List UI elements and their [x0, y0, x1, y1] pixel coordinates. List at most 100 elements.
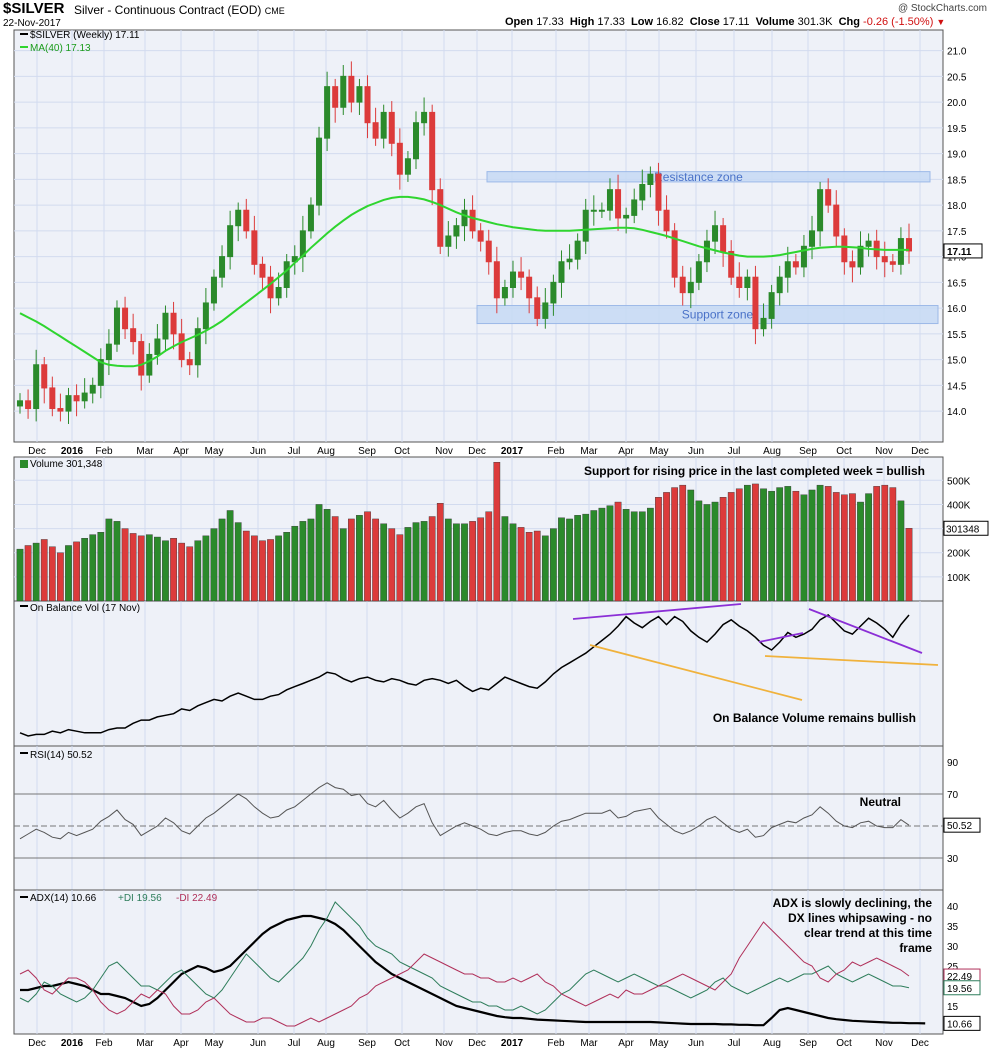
legend-plus-di: +DI 19.56 [118, 893, 162, 904]
volume-bar [178, 542, 185, 602]
price-y-tick: 16.5 [947, 278, 967, 289]
last-volume-flag [943, 520, 989, 536]
quote-bar: Open 17.33 High 17.33 Low 16.82 Close 17… [505, 16, 945, 28]
description-text: Silver - Continuous Contract (EOD) [74, 3, 262, 17]
volume-bar [453, 523, 460, 602]
volume-bar [356, 515, 363, 602]
x-tick-label: Oct [394, 446, 410, 457]
volume-bar [727, 492, 735, 602]
x-tick-label-bottom: 2017 [501, 1038, 524, 1049]
candle-body [469, 209, 476, 232]
legend-rsi: RSI(14) 50.52 [30, 750, 93, 761]
candle-body [130, 328, 137, 343]
volume-bar [16, 548, 24, 602]
volume-bar [275, 535, 282, 602]
volume-bar [32, 542, 40, 602]
candle-body [283, 261, 290, 288]
volume-bar [655, 497, 662, 602]
volume-bar [622, 509, 630, 602]
adx-annotation: DX lines whipsawing - no [788, 911, 932, 925]
x-tick-label: Oct [836, 446, 852, 457]
last-adx-flag-2 [943, 1015, 981, 1031]
candle-body [889, 261, 896, 265]
x-tick-label: Mar [580, 446, 598, 457]
adx-series-0 [20, 914, 926, 1027]
candle-body [404, 158, 411, 175]
candle-body [623, 214, 630, 219]
candle-body [841, 235, 848, 263]
rsi-annotation: Neutral [860, 795, 901, 809]
volume-bar [541, 535, 549, 602]
vol-y-tick: 200K [947, 549, 971, 560]
price-y-tick: 16.0 [947, 304, 967, 315]
candle-body [655, 173, 662, 211]
price-y-tick: 21.0 [947, 47, 967, 58]
candle-body [566, 258, 573, 263]
volume-bar [339, 528, 347, 602]
x-tick-label-bottom: Aug [763, 1038, 781, 1049]
x-tick-label: Aug [317, 446, 335, 457]
candle-body [388, 111, 395, 144]
x-tick-label-bottom: Oct [394, 1038, 410, 1049]
x-tick-label-bottom: 2016 [61, 1038, 84, 1049]
ma40-line [19, 195, 909, 368]
price-y-tick: 14.0 [947, 407, 967, 418]
high-value: 17.33 [597, 16, 625, 28]
x-tick-label: Sep [799, 446, 817, 457]
vol-y-tick: 500K [947, 476, 971, 487]
low-label: Low [631, 16, 654, 28]
x-tick-label: Nov [875, 446, 893, 457]
volume-bar [226, 510, 234, 602]
candle-body [235, 209, 242, 227]
candle-body [380, 111, 387, 139]
candle-body [324, 86, 331, 139]
candle-body [97, 359, 104, 386]
volume-bar [154, 536, 161, 602]
candle-body [33, 364, 40, 410]
volume-bar [477, 517, 485, 602]
x-tick-label: Jul [728, 446, 741, 457]
x-tick-label: Jun [250, 446, 266, 457]
vol-y-tick: 100K [947, 573, 971, 584]
x-tick-label-bottom: Feb [547, 1038, 565, 1049]
adx-y-tick: 40 [947, 902, 959, 913]
candle-body [122, 307, 129, 330]
x-tick-label-bottom: Mar [580, 1038, 598, 1049]
x-tick-label-bottom: Sep [799, 1038, 817, 1049]
candle-body [453, 225, 460, 237]
x-tick-label-bottom: Sep [358, 1038, 376, 1049]
candle-body [792, 261, 799, 268]
volume-bar [323, 509, 331, 602]
price-y-tick: 17.5 [947, 227, 967, 238]
last-adx-label-1: 19.56 [947, 984, 972, 995]
description: Silver - Continuous Contract (EOD) CME [74, 3, 285, 17]
candle-body [275, 287, 282, 299]
volume-bar [251, 535, 258, 602]
x-tick-label-bottom: May [205, 1038, 224, 1049]
candle-body [881, 256, 888, 263]
volume-bar [808, 489, 816, 602]
legend-volume: Volume 301,348 [30, 459, 103, 470]
volume-bar [582, 513, 590, 602]
volume-bar [719, 497, 727, 602]
volume-bar [566, 518, 573, 602]
volume-bar [291, 525, 299, 602]
candle-body [679, 276, 686, 294]
volume-bar [533, 530, 541, 602]
volume-bar [137, 535, 145, 602]
volume-bar [630, 511, 638, 602]
candle-body [590, 209, 597, 212]
legend-obv: On Balance Vol (17 Nov) [30, 603, 140, 614]
candle-body [49, 387, 56, 410]
candle-body [744, 276, 751, 289]
resistance-zone-label: Resistance zone [654, 170, 743, 184]
price-y-tick: 20.5 [947, 72, 967, 83]
volume-bar [24, 545, 32, 602]
volume-bar [145, 534, 153, 602]
x-tick-label: Aug [763, 446, 781, 457]
support-zone-label: Support zone [682, 308, 754, 322]
candle-body [340, 75, 347, 108]
volume-bar [234, 522, 242, 602]
volume-bar [638, 511, 646, 602]
brand-watermark: @ StockCharts.com [897, 3, 987, 14]
